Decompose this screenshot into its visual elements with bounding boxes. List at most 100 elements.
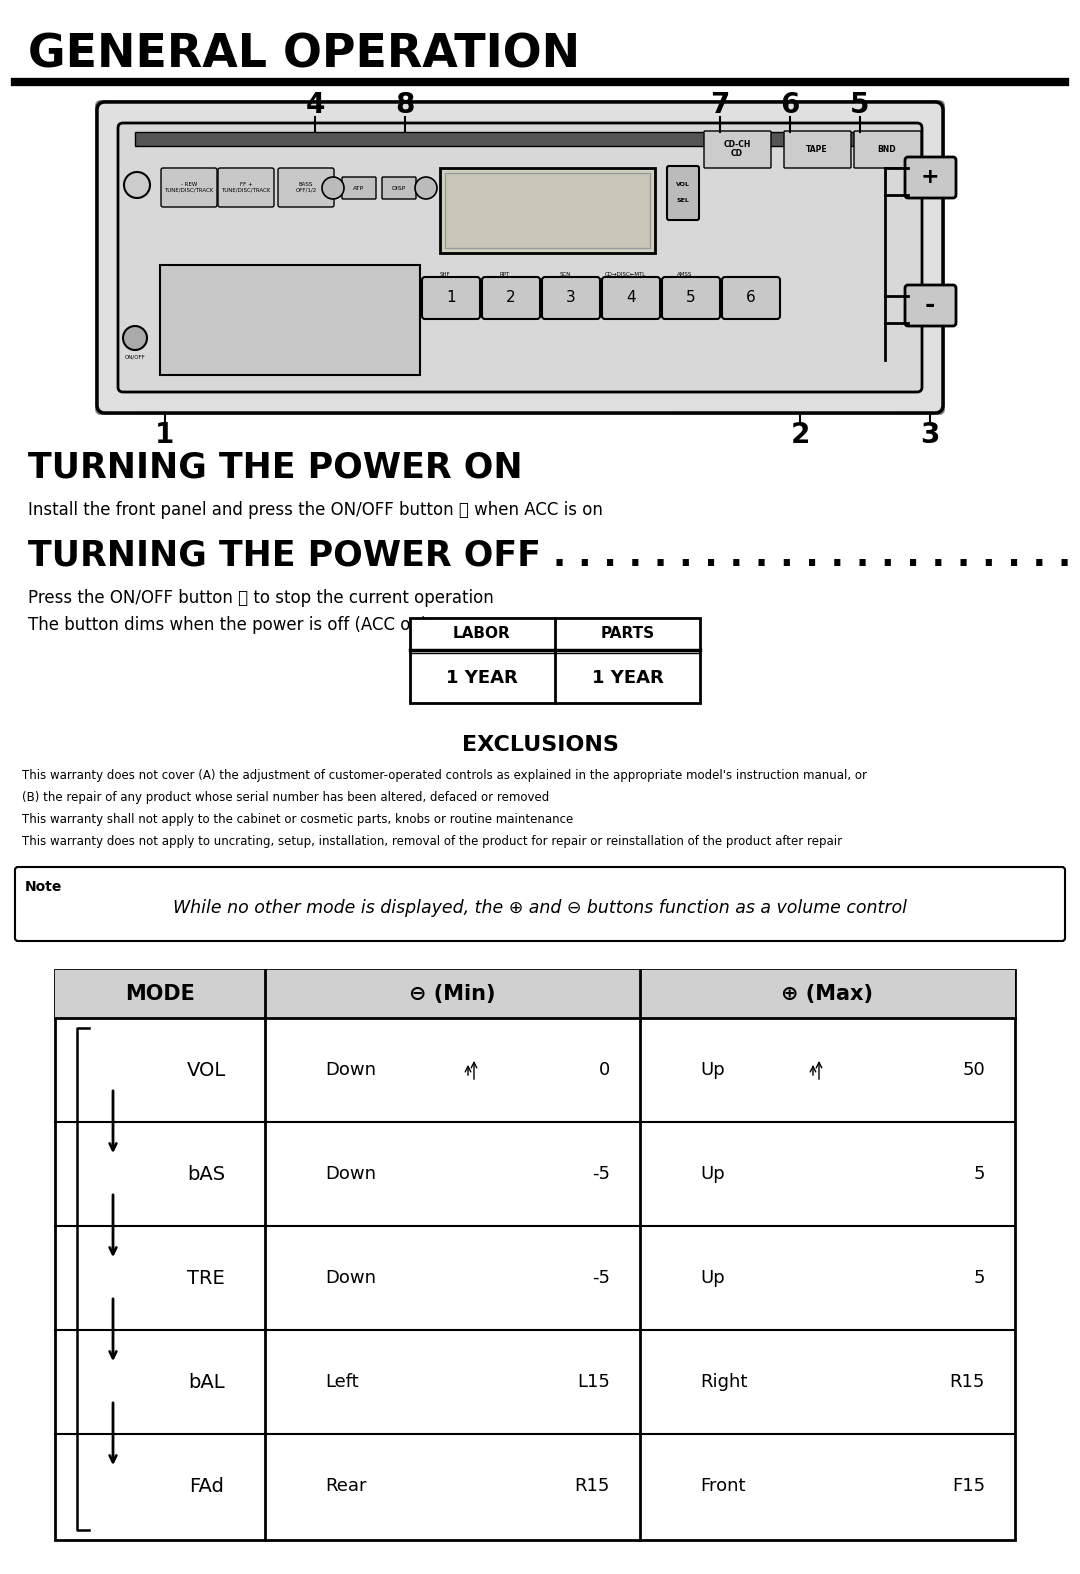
Bar xyxy=(160,264,420,375)
FancyBboxPatch shape xyxy=(667,165,699,220)
Bar xyxy=(410,619,700,704)
Text: BND: BND xyxy=(878,145,896,154)
FancyBboxPatch shape xyxy=(784,131,851,168)
Text: F15: F15 xyxy=(951,1476,985,1495)
FancyBboxPatch shape xyxy=(905,157,956,198)
Text: VOL: VOL xyxy=(187,1061,226,1080)
Text: -5: -5 xyxy=(592,1165,610,1184)
Text: VOL: VOL xyxy=(676,183,690,187)
Text: FAd: FAd xyxy=(189,1476,224,1495)
Bar xyxy=(55,970,1015,1018)
Text: EXCLUSIONS: EXCLUSIONS xyxy=(461,735,619,756)
FancyBboxPatch shape xyxy=(542,277,600,320)
Text: Down: Down xyxy=(325,1165,376,1184)
FancyBboxPatch shape xyxy=(854,131,921,168)
Text: R15: R15 xyxy=(575,1476,610,1495)
Circle shape xyxy=(415,176,437,198)
FancyBboxPatch shape xyxy=(218,168,274,208)
FancyBboxPatch shape xyxy=(662,277,720,320)
Text: TRE: TRE xyxy=(187,1269,225,1288)
Circle shape xyxy=(124,172,150,198)
FancyBboxPatch shape xyxy=(723,277,780,320)
Text: -: - xyxy=(924,293,935,316)
Text: SHF: SHF xyxy=(440,272,450,277)
Text: Up: Up xyxy=(700,1061,725,1080)
Text: 50: 50 xyxy=(962,1061,985,1080)
Text: 7: 7 xyxy=(711,91,730,120)
Text: 6: 6 xyxy=(746,291,756,305)
Bar xyxy=(135,132,865,146)
Text: AMSS: AMSS xyxy=(677,272,692,277)
Text: CD→DISC←MTL: CD→DISC←MTL xyxy=(605,272,646,277)
Text: L15: L15 xyxy=(577,1373,610,1391)
Text: Left: Left xyxy=(325,1373,359,1391)
Text: Right: Right xyxy=(700,1373,747,1391)
Text: Rear: Rear xyxy=(325,1476,366,1495)
Text: bAS: bAS xyxy=(187,1165,226,1184)
FancyBboxPatch shape xyxy=(95,101,945,416)
Text: 8: 8 xyxy=(395,91,415,120)
Text: This warranty does not apply to uncrating, setup, installation, removal of the p: This warranty does not apply to uncratin… xyxy=(22,834,842,847)
Text: ⊕ (Max): ⊕ (Max) xyxy=(781,984,873,1004)
FancyBboxPatch shape xyxy=(382,176,416,198)
Text: FF +
TUNE/DISC/TRACK: FF + TUNE/DISC/TRACK xyxy=(221,183,271,192)
Text: 3: 3 xyxy=(920,420,940,449)
Text: Down: Down xyxy=(325,1061,376,1080)
Text: The button dims when the power is off (ACC on): The button dims when the power is off (A… xyxy=(28,615,428,634)
Text: 4: 4 xyxy=(306,91,325,120)
Text: MODE: MODE xyxy=(125,984,194,1004)
Text: This warranty does not cover (A) the adjustment of customer-operated controls as: This warranty does not cover (A) the adj… xyxy=(22,768,867,782)
Text: 1 YEAR: 1 YEAR xyxy=(592,669,664,686)
Text: RPT: RPT xyxy=(500,272,510,277)
Text: Front: Front xyxy=(700,1476,745,1495)
Text: ON/OFF: ON/OFF xyxy=(124,354,146,359)
Text: bAL: bAL xyxy=(188,1373,225,1391)
Text: 5: 5 xyxy=(973,1165,985,1184)
Text: ATP: ATP xyxy=(353,186,365,190)
Text: Up: Up xyxy=(700,1269,725,1288)
FancyBboxPatch shape xyxy=(704,131,771,168)
Text: SEL: SEL xyxy=(676,197,689,203)
Text: Up: Up xyxy=(700,1165,725,1184)
Text: TURNING THE POWER ON: TURNING THE POWER ON xyxy=(28,452,523,485)
FancyBboxPatch shape xyxy=(482,277,540,320)
Text: SCN: SCN xyxy=(559,272,570,277)
Circle shape xyxy=(123,326,147,349)
Text: 4: 4 xyxy=(626,291,636,305)
Text: 1 YEAR: 1 YEAR xyxy=(446,669,518,686)
Text: GENERAL OPERATION: GENERAL OPERATION xyxy=(28,33,580,77)
FancyBboxPatch shape xyxy=(15,867,1065,941)
Text: -5: -5 xyxy=(592,1269,610,1288)
Text: This warranty shall not apply to the cabinet or cosmetic parts, knobs or routine: This warranty shall not apply to the cab… xyxy=(22,812,573,825)
Bar xyxy=(55,970,1015,1539)
Text: 1: 1 xyxy=(156,420,175,449)
Text: ⊖ (Min): ⊖ (Min) xyxy=(408,984,496,1004)
Text: 5: 5 xyxy=(850,91,869,120)
Text: Install the front panel and press the ON/OFF button ⒪ when ACC is on: Install the front panel and press the ON… xyxy=(28,501,603,519)
Text: TAPE: TAPE xyxy=(806,145,827,154)
Text: 2: 2 xyxy=(507,291,516,305)
Text: 5: 5 xyxy=(686,291,696,305)
Text: R15: R15 xyxy=(949,1373,985,1391)
Text: 0: 0 xyxy=(598,1061,610,1080)
Text: 5: 5 xyxy=(973,1269,985,1288)
FancyBboxPatch shape xyxy=(118,123,922,392)
FancyBboxPatch shape xyxy=(97,102,943,412)
Text: Press the ON/OFF button ⒪ to stop the current operation: Press the ON/OFF button ⒪ to stop the cu… xyxy=(28,589,494,608)
Text: 6: 6 xyxy=(781,91,799,120)
Circle shape xyxy=(322,176,345,198)
Text: 3: 3 xyxy=(566,291,576,305)
Text: BASS
OFF/1/2: BASS OFF/1/2 xyxy=(295,183,316,192)
Text: Down: Down xyxy=(325,1269,376,1288)
Text: PARTS: PARTS xyxy=(600,626,656,642)
FancyBboxPatch shape xyxy=(905,285,956,326)
Text: (B) the repair of any product whose serial number has been altered, defaced or r: (B) the repair of any product whose seri… xyxy=(22,790,550,803)
FancyBboxPatch shape xyxy=(278,168,334,208)
Text: 2: 2 xyxy=(791,420,810,449)
FancyBboxPatch shape xyxy=(161,168,217,208)
FancyBboxPatch shape xyxy=(422,277,480,320)
Text: 1: 1 xyxy=(446,291,456,305)
Text: - REW
TUNE/DISC/TRACK: - REW TUNE/DISC/TRACK xyxy=(164,183,214,192)
Text: DISP: DISP xyxy=(392,186,406,190)
Text: CD-CH
CD: CD-CH CD xyxy=(724,140,751,159)
